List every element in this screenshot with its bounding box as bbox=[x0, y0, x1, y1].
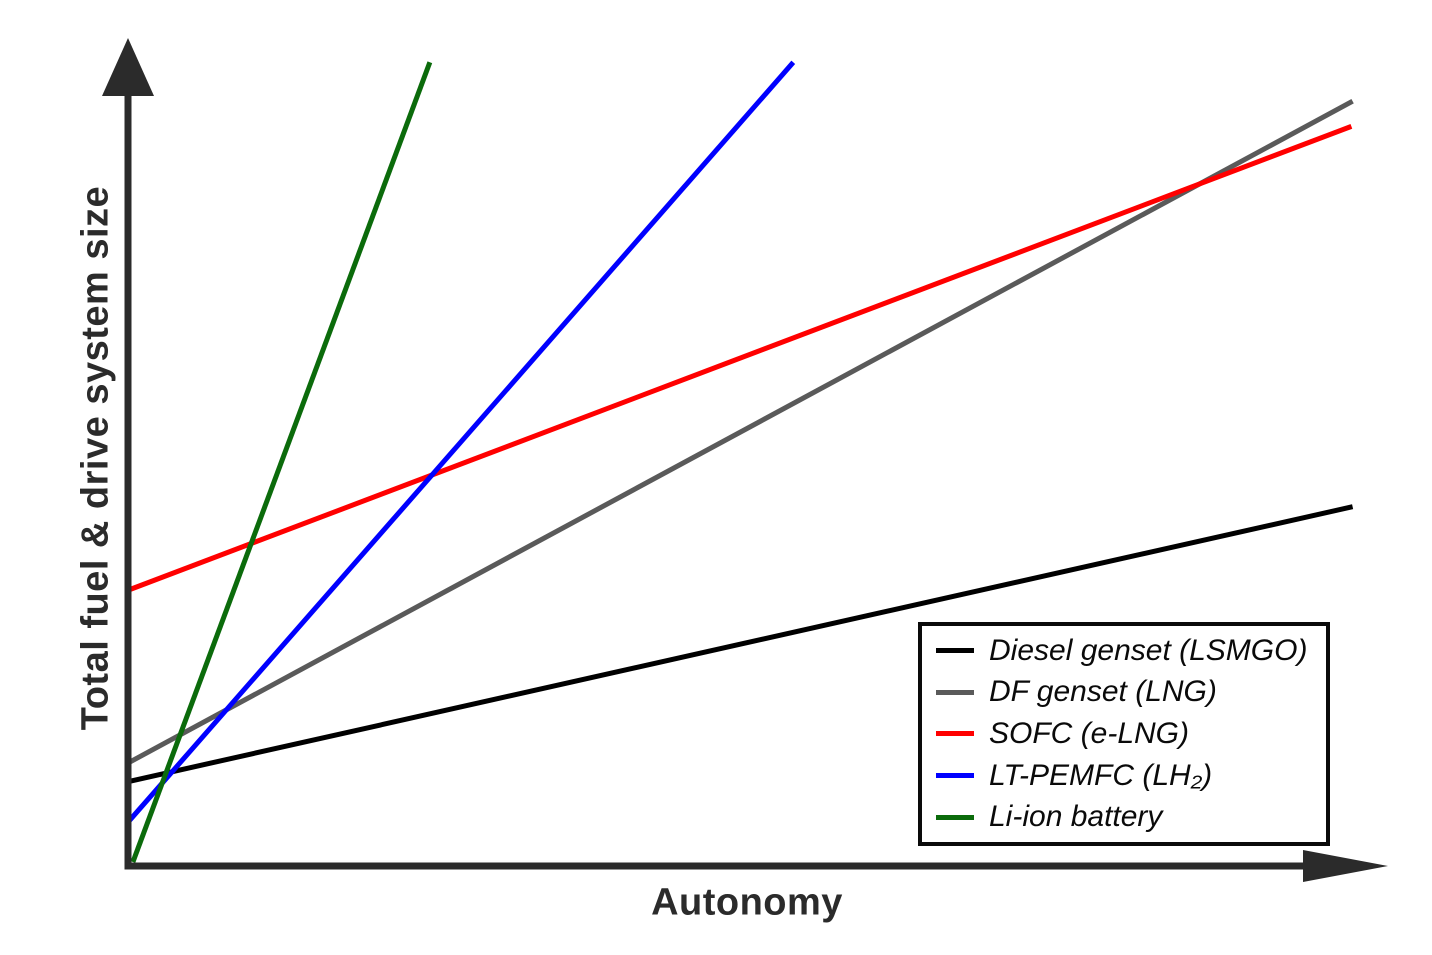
series-lines-layer bbox=[126, 60, 1354, 863]
legend-item-df-genset: DF genset (LNG) bbox=[936, 675, 1326, 709]
series-line-diesel-genset bbox=[127, 504, 1354, 785]
legend-label-li-ion-battery: Li-ion battery bbox=[989, 800, 1163, 834]
legend-label-diesel-genset: Diesel genset (LSMGO) bbox=[989, 633, 1308, 667]
series-line-df-genset bbox=[126, 99, 1354, 766]
legend-swatch-lt-pemfc bbox=[936, 773, 974, 779]
legend-swatch-df-genset bbox=[936, 689, 974, 695]
axes-layer bbox=[102, 38, 1388, 882]
legend-swatch-li-ion-battery bbox=[936, 814, 974, 820]
legend-label-lt-pemfc: LT-PEMFC (LH₂) bbox=[989, 758, 1213, 792]
legend-label-df-genset: DF genset (LNG) bbox=[989, 675, 1217, 709]
series-line-li-ion-battery bbox=[130, 61, 433, 863]
legend: Diesel genset (LSMGO) DF genset (LNG) SOFC… bbox=[918, 622, 1330, 846]
legend-item-sofc: SOFC (e-LNG) bbox=[936, 717, 1326, 751]
series-line-lt-pemfc bbox=[126, 60, 796, 824]
x-axis-arrowhead bbox=[1303, 850, 1388, 882]
legend-item-li-ion-battery: Li-ion battery bbox=[936, 800, 1326, 834]
legend-label-sofc: SOFC (e-LNG) bbox=[989, 716, 1190, 750]
legend-item-diesel-genset: Diesel genset (LSMGO) bbox=[936, 634, 1326, 668]
y-axis-arrowhead bbox=[102, 38, 154, 96]
legend-item-lt-pemfc: LT-PEMFC (LH₂) bbox=[936, 759, 1326, 793]
legend-swatch-diesel-genset bbox=[936, 648, 974, 654]
series-line-sofc bbox=[127, 124, 1353, 593]
legend-swatch-sofc bbox=[936, 731, 974, 737]
x-axis-label: Autonomy bbox=[651, 881, 843, 924]
y-axis-label: Total fuel & drive system size bbox=[74, 185, 117, 731]
